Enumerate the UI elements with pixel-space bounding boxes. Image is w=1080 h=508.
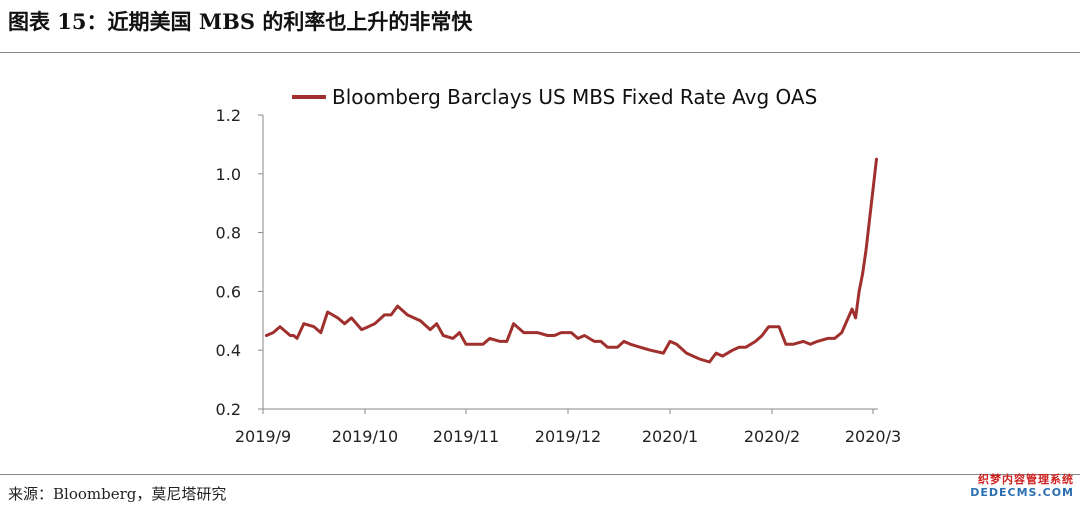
- chart-axes: [262, 115, 878, 410]
- y-tick-label: 0.6: [216, 282, 241, 301]
- watermark-line2: DEDECMS.COM: [970, 486, 1074, 499]
- x-tick-label: 2019/12: [535, 427, 601, 446]
- y-tick-label: 1.2: [216, 106, 241, 125]
- x-tick-label: 2019/10: [332, 427, 398, 446]
- x-tick-label: 2020/2: [744, 427, 800, 446]
- x-tick-label: 2020/1: [642, 427, 698, 446]
- x-tick-label: 2019/9: [235, 427, 291, 446]
- legend: Bloomberg Barclays US MBS Fixed Rate Avg…: [292, 85, 817, 109]
- x-tick-label: 2020/3: [845, 427, 901, 446]
- y-axis-ticks: 0.2 0.4 0.6 0.8 1.0 1.2: [216, 106, 263, 419]
- series-layer: [264, 157, 878, 364]
- y-tick-label: 0.4: [216, 341, 241, 360]
- y-tick-label: 0.8: [216, 224, 241, 243]
- series-line-mbs-oas: [264, 157, 878, 364]
- legend-label: Bloomberg Barclays US MBS Fixed Rate Avg…: [332, 85, 817, 109]
- top-divider: [0, 52, 1080, 53]
- x-tick-label: 2019/11: [433, 427, 499, 446]
- bottom-divider: [0, 474, 1080, 475]
- x-axis-ticks: 2019/9 2019/10 2019/11 2019/12 2020/1 2020/2 2…: [235, 409, 901, 446]
- y-tick-label: 1.0: [216, 165, 241, 184]
- watermark-logo: 织梦内容管理系统 DEDECMS.COM: [970, 473, 1074, 499]
- figure-title: 图表 15：近期美国 MBS 的利率也上升的非常快: [8, 9, 473, 34]
- source-note: 来源：Bloomberg，莫尼塔研究: [8, 485, 227, 503]
- y-tick-label: 0.2: [216, 400, 241, 419]
- watermark-line1: 织梦内容管理系统: [978, 473, 1074, 486]
